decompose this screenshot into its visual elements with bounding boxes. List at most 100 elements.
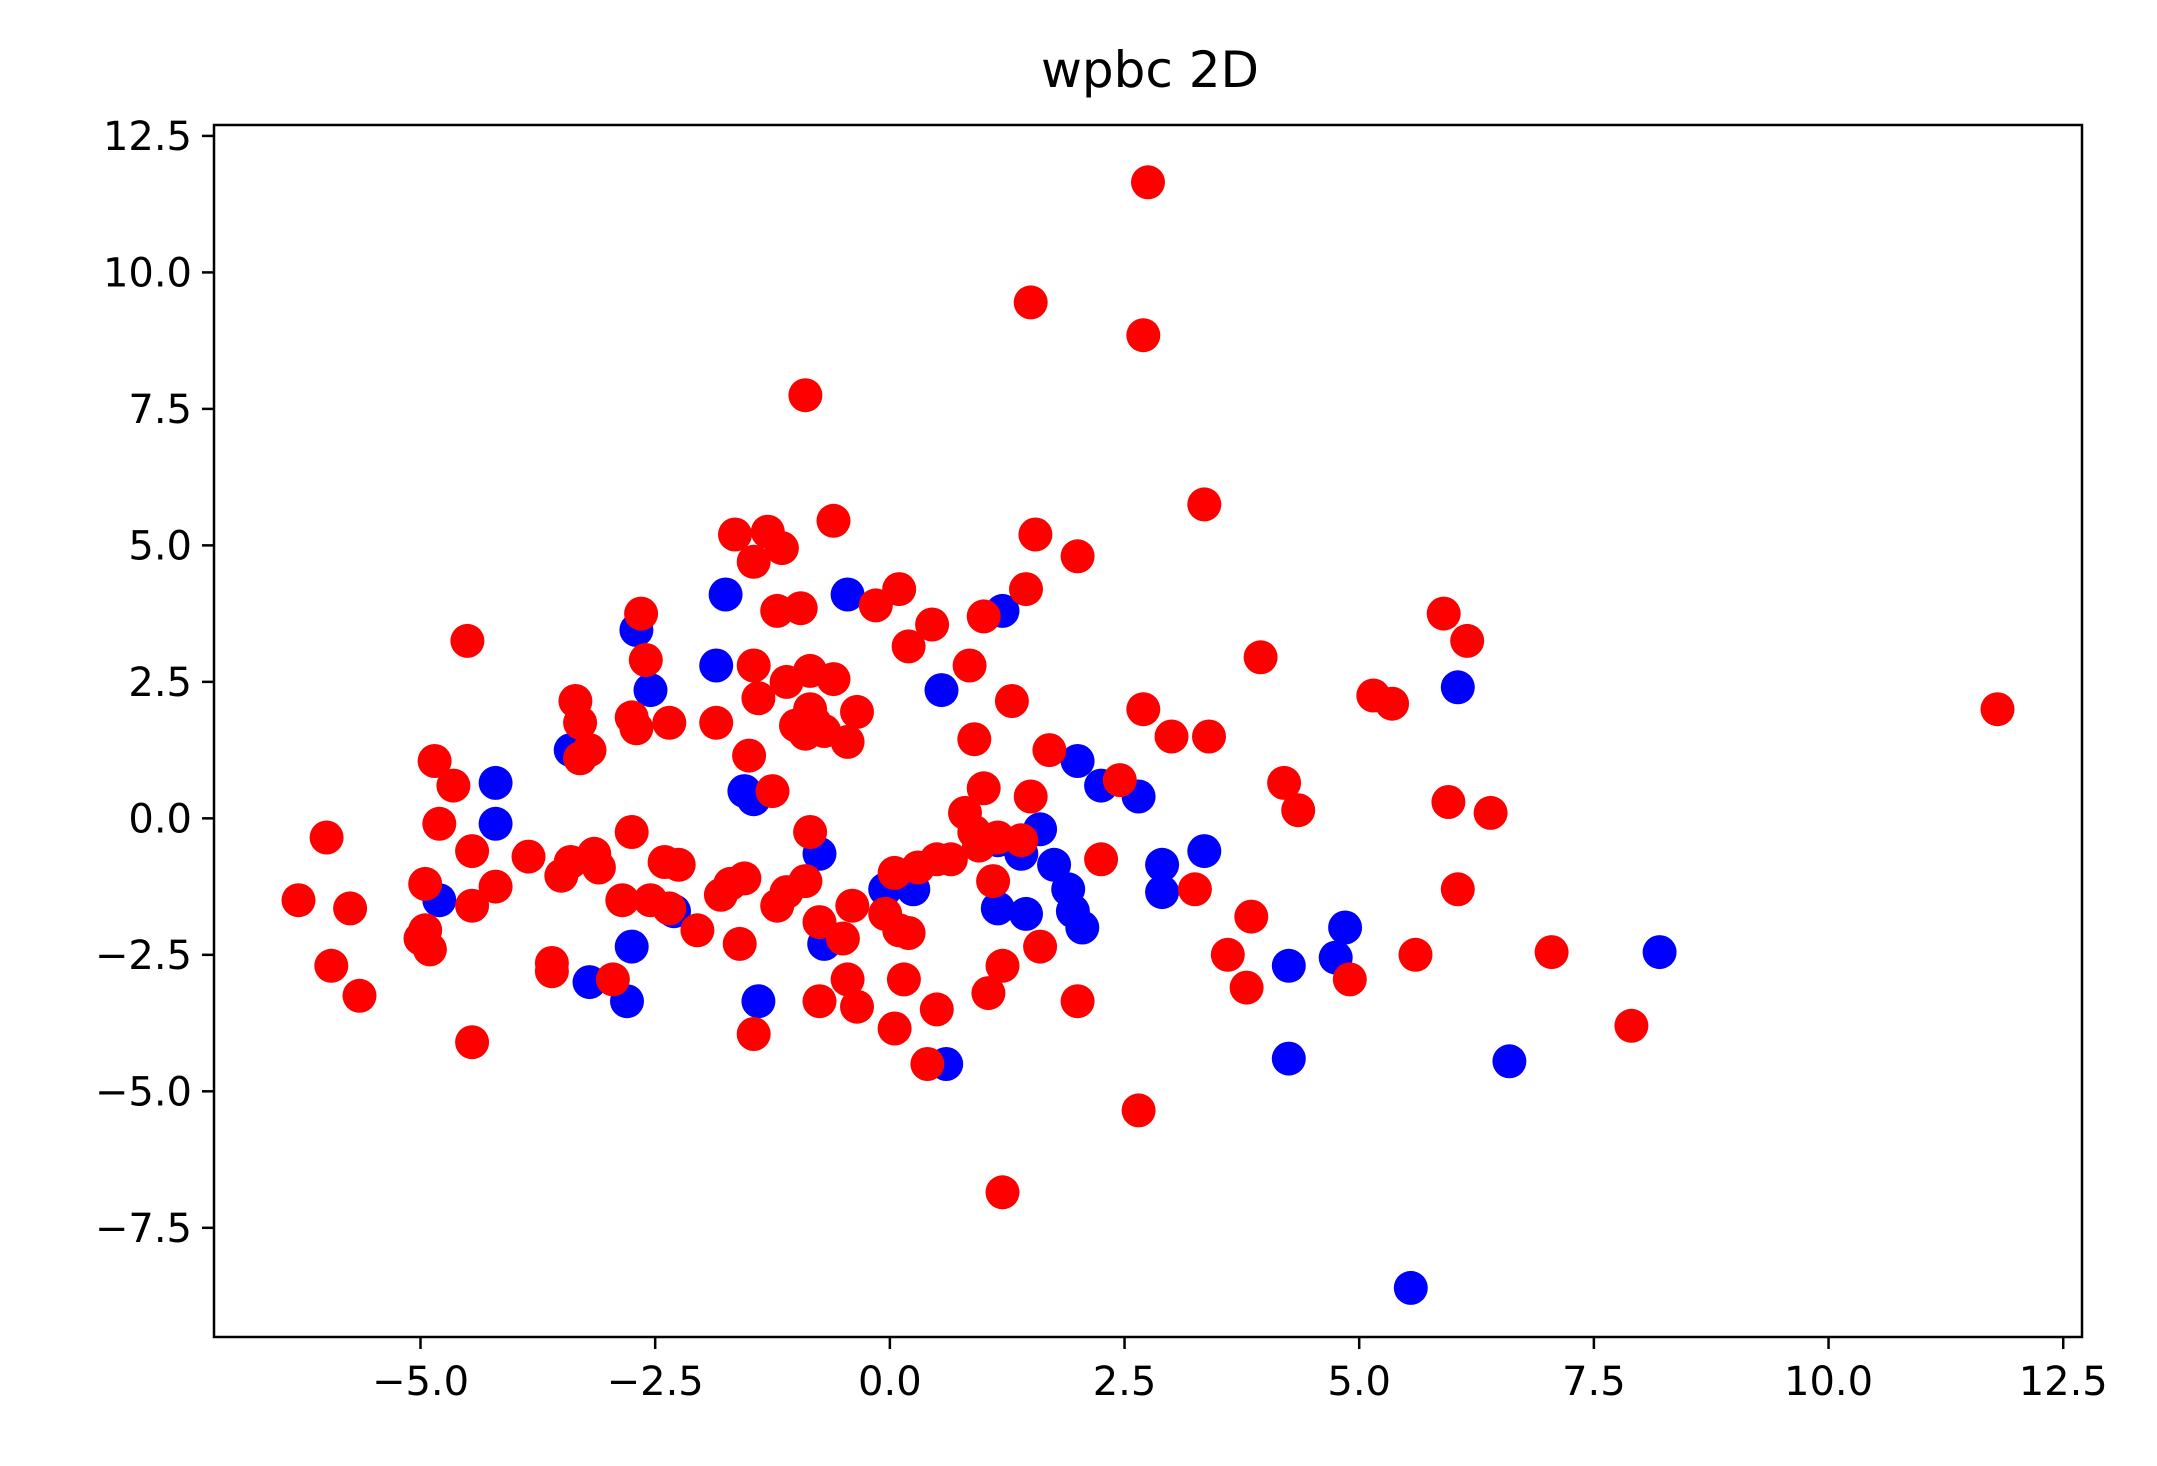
scatter-point: [966, 771, 1001, 806]
scatter-point: [966, 599, 1001, 634]
scatter-point: [840, 694, 874, 729]
scatter-point: [764, 531, 799, 566]
scatter-point: [1145, 847, 1180, 882]
scatter-point: [652, 705, 687, 740]
x-tick-label: 7.5: [1562, 1359, 1626, 1405]
scatter-point: [727, 861, 762, 896]
scatter-point: [1154, 719, 1189, 754]
scatter-point: [1281, 793, 1316, 828]
scatter-point: [1145, 875, 1180, 910]
scatter-point: [971, 976, 1006, 1011]
scatter-point: [455, 888, 490, 923]
y-tick-label: −2.5: [95, 933, 192, 979]
scatter-point: [478, 765, 513, 800]
scatter-point: [924, 673, 959, 708]
scatter-point: [1375, 686, 1410, 721]
y-tick-label: −7.5: [95, 1206, 192, 1252]
scatter-point: [957, 722, 992, 757]
scatter-point: [699, 705, 734, 740]
scatter-point: [412, 932, 447, 967]
plot-frame: [212, 123, 2084, 1339]
scatter-point: [628, 643, 663, 677]
scatter-point: [1426, 596, 1461, 631]
scatter-point: [816, 662, 851, 697]
scatter-point: [816, 503, 851, 538]
scatter-point: [1440, 670, 1475, 705]
scatter-point: [1534, 935, 1569, 970]
scatter-point: [732, 738, 767, 773]
scatter-point: [985, 948, 1020, 983]
y-tick-label: 10.0: [103, 250, 192, 296]
scatter-point: [699, 648, 734, 683]
scatter-point: [1440, 872, 1475, 907]
scatter-point: [1267, 765, 1302, 800]
scatter-point: [736, 1017, 771, 1051]
x-tick-label: 10.0: [1784, 1359, 1873, 1405]
scatter-point: [985, 1175, 1020, 1210]
scatter-point: [919, 992, 954, 1027]
scatter-point: [952, 648, 987, 683]
chart-title: wpbc 2D: [1041, 41, 1259, 99]
scatter-point: [1102, 763, 1137, 798]
scatter-point: [755, 774, 790, 809]
scatter-point: [581, 850, 616, 885]
scatter-point: [840, 989, 874, 1024]
x-tick-label: 2.5: [1093, 1359, 1157, 1405]
scatter-point: [1126, 318, 1161, 353]
scatter-point: [1009, 896, 1043, 931]
scatter-point: [788, 864, 823, 899]
scatter-point: [1450, 623, 1485, 658]
x-tick-label: 12.5: [2019, 1359, 2108, 1405]
scatter-point: [1121, 1093, 1156, 1128]
scatter-point: [281, 883, 316, 918]
scatter-point: [1187, 487, 1222, 522]
scatter-point: [455, 1025, 490, 1060]
scatter-point: [1473, 795, 1508, 830]
scatter-point: [1271, 948, 1306, 983]
x-tick-label: −5.0: [372, 1359, 469, 1405]
scatter-point: [1328, 910, 1363, 945]
scatter-point: [563, 705, 598, 740]
scatter-point: [624, 596, 659, 631]
y-tick-label: 12.5: [103, 114, 192, 160]
scatter-point: [891, 629, 926, 664]
scatter-point: [342, 978, 377, 1013]
scatter-point: [455, 834, 490, 869]
scatter-point: [830, 577, 865, 612]
scatter-point: [1065, 910, 1100, 945]
scatter-point: [478, 869, 513, 904]
scatter-point: [1013, 285, 1048, 320]
scatter-point: [825, 921, 860, 956]
scatter-point: [1210, 937, 1245, 972]
scatter-point: [614, 929, 649, 964]
scatter-point: [802, 984, 837, 1019]
scatter-point: [605, 883, 640, 918]
x-tick-label: −2.5: [607, 1359, 704, 1405]
scatter-point: [882, 572, 917, 607]
scatter-point: [722, 926, 757, 961]
scatter-point: [793, 815, 828, 849]
scatter-point: [1018, 517, 1053, 552]
scatter-point: [1131, 165, 1165, 200]
scatter-point: [450, 623, 485, 658]
scatter-point: [718, 517, 752, 552]
y-axis: 12.5 10.0 7.5 5.0 2.5 0.0 −2.5 −5.0 −7.5: [95, 114, 214, 1252]
scatter-point: [680, 913, 715, 948]
scatter-point: [1431, 785, 1466, 819]
scatter-point: [595, 962, 630, 997]
scatter-point: [933, 842, 968, 877]
scatter-point: [788, 378, 823, 413]
scatter-point: [1393, 1270, 1428, 1305]
scatter-point: [1177, 872, 1212, 907]
scatter-point: [1084, 842, 1119, 877]
scatter-point: [1060, 539, 1095, 574]
scatter-point: [1192, 719, 1226, 754]
scatter-point: [417, 744, 452, 778]
scatter-point: [886, 962, 921, 997]
y-tick-label: −5.0: [95, 1069, 192, 1115]
scatter-point: [478, 806, 513, 841]
scatter-point: [736, 648, 771, 683]
scatter-point: [1032, 733, 1067, 768]
scatter-point: [1013, 779, 1048, 814]
scatter-point: [1492, 1044, 1527, 1079]
